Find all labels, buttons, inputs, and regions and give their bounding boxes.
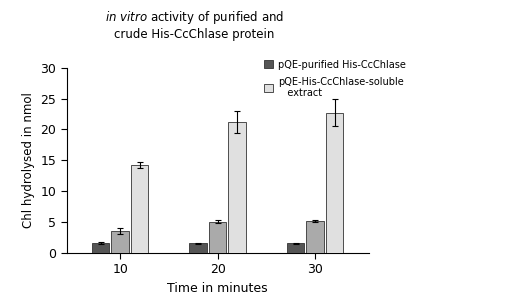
Bar xyxy=(306,221,324,253)
Bar xyxy=(131,165,148,253)
Bar xyxy=(112,231,129,253)
Bar xyxy=(287,243,304,253)
Bar xyxy=(326,113,344,253)
Text: $\it{in\ vitro}$ activity of purified and
crude His-CcChlase protein: $\it{in\ vitro}$ activity of purified an… xyxy=(105,9,284,41)
Bar xyxy=(209,222,226,253)
Bar xyxy=(92,243,110,253)
Legend: pQE-purified His-CcChlase, pQE-His-CcChlase-soluble
   extract: pQE-purified His-CcChlase, pQE-His-CcChl… xyxy=(262,58,408,100)
Bar xyxy=(189,243,207,253)
Y-axis label: Chl hydrolysed in nmol: Chl hydrolysed in nmol xyxy=(22,92,35,228)
Bar xyxy=(228,122,246,253)
X-axis label: Time in minutes: Time in minutes xyxy=(167,282,268,294)
